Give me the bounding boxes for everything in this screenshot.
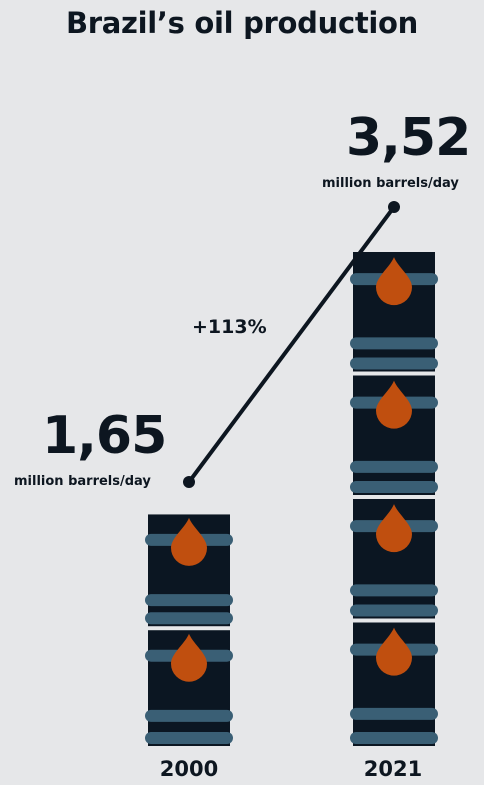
trend-line [187, 205, 396, 484]
barrel-ring [145, 732, 233, 744]
oil-drop-icon [376, 380, 412, 429]
barrel-ring [350, 357, 438, 370]
value-label-2000: 1,65 [42, 406, 167, 466]
data-point-2021 [388, 201, 400, 213]
oil-drop-icon [376, 627, 412, 676]
data-point-2000 [183, 476, 195, 488]
oil-drop-icon [376, 257, 412, 306]
oil-barrel-icon [350, 375, 438, 495]
barrel-ring [350, 460, 438, 473]
oil-barrel-icon [145, 514, 233, 627]
barrel-ring [350, 584, 438, 597]
oil-drop-icon [171, 633, 207, 682]
percent-change-label: +113% [192, 316, 267, 338]
oil-barrel-icon [350, 499, 438, 619]
barrel-ring [145, 612, 233, 625]
oil-drop-icon [376, 504, 412, 553]
oil-barrel-icon [350, 252, 438, 372]
barrel-ring [145, 594, 233, 607]
oil-drop-icon [171, 517, 207, 566]
x-tick-label-2021: 2021 [363, 757, 423, 781]
oil-barrel-icon [350, 622, 438, 746]
oil-barrel-icon [145, 630, 233, 746]
bar-2021 [350, 252, 438, 746]
barrel-ring [350, 604, 438, 617]
unit-label-2000: million barrels/day [14, 474, 151, 489]
barrel-ring [350, 337, 438, 350]
unit-label-2021: million barrels/day [322, 176, 459, 191]
barrel-ring [350, 707, 438, 720]
barrel-ring [350, 732, 438, 744]
bar-2000 [145, 514, 233, 746]
x-tick-label-2000: 2000 [159, 757, 219, 781]
barrel-ring [350, 481, 438, 493]
chart-title: Brazil’s oil production [65, 6, 419, 40]
value-label-2021: 3,52 [346, 108, 471, 168]
barrel-ring [145, 709, 233, 722]
